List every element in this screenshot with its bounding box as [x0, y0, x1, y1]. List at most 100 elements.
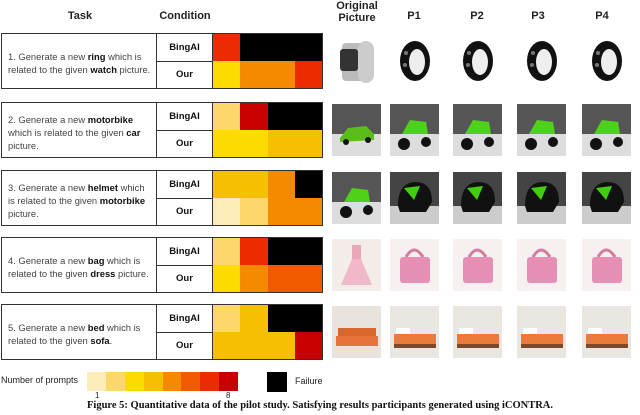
bar-segment-bing-p1 — [213, 103, 241, 130]
task-text: picture. — [8, 207, 39, 219]
generated-image-p2-bed — [453, 306, 502, 358]
condition-bing: BingAI — [157, 171, 212, 199]
header-p4: P4 — [595, 10, 609, 22]
original-image-motorbike — [332, 172, 381, 224]
condition-cell: BingAI Our — [157, 34, 213, 88]
condition-ours: Our — [176, 340, 193, 352]
task-keyword: sofa — [90, 335, 110, 346]
bar-segment-bing-p2 — [240, 305, 268, 332]
generated-image-p1-helmet — [390, 172, 439, 224]
bar-segment-ours-p4 — [294, 332, 322, 359]
generated-image-p3-ring — [517, 35, 566, 87]
task-text: which is related to the given — [8, 51, 142, 75]
generated-image-p3-motorbike — [517, 104, 566, 156]
generated-image-p3-bag — [517, 239, 566, 291]
header-p3: P3 — [531, 10, 545, 22]
task-text: 1. Generate a new — [8, 51, 88, 62]
bar-ours — [213, 265, 322, 292]
bar-bing — [213, 34, 322, 61]
task-text: which is related to the given — [8, 126, 127, 138]
prompt-bars — [213, 103, 322, 157]
bar-segment-bing-p4 — [294, 103, 322, 130]
condition-ours: Our — [176, 273, 193, 285]
task-text: which is related to the given — [8, 181, 145, 206]
condition-bing: BingAI — [157, 305, 212, 333]
bar-bing — [213, 305, 322, 332]
original-image-sofa — [332, 306, 381, 358]
condition-cell: BingAI Our — [157, 305, 213, 359]
bar-bing — [213, 171, 322, 198]
bar-segment-ours-p2 — [240, 61, 268, 88]
bar-segment-ours-p4 — [294, 198, 322, 225]
legend-min: 1 — [95, 391, 100, 400]
task-keyword: helmet — [87, 181, 118, 193]
bar-segment-ours-p2 — [240, 130, 268, 157]
bar-segment-ours-p4 — [294, 61, 322, 88]
bar-segment-bing-p3 — [267, 238, 295, 265]
generated-image-p2-bag — [453, 239, 502, 291]
bar-segment-ours-p2 — [240, 332, 268, 359]
prompt-bars — [213, 238, 322, 292]
task-text: picture. — [115, 268, 149, 279]
bar-segment-ours-p2 — [240, 198, 268, 225]
generated-image-p4-bed — [582, 306, 631, 358]
bar-segment-bing-p3 — [267, 34, 295, 61]
bar-segment-ours-p3 — [267, 265, 295, 292]
condition-cell: BingAI Our — [157, 171, 213, 225]
task-text: picture. — [116, 64, 151, 75]
condition-ours: Our — [176, 138, 193, 150]
task-description: 3. Generate a new helmet which is relate… — [2, 171, 157, 225]
task-text: picture. — [8, 139, 39, 151]
task-text: 5. Generate a new — [8, 322, 88, 333]
legend-color-scale — [87, 372, 238, 391]
task-keyword: motorbike — [99, 194, 146, 206]
bar-segment-ours-p3 — [267, 61, 295, 88]
condition-cell: BingAI Our — [157, 238, 213, 292]
bar-segment-bing-p1 — [213, 34, 241, 61]
bar-ours — [213, 61, 322, 88]
task-description: 5. Generate a new bed which is related t… — [2, 305, 157, 359]
condition-cell: BingAI Our — [157, 103, 213, 157]
header-original-picture: Original Picture — [336, 0, 378, 24]
bar-ours — [213, 332, 322, 359]
task-text: 3. Generate a new — [8, 181, 88, 193]
task-keyword: bag — [87, 255, 105, 266]
bar-segment-bing-p3 — [267, 171, 295, 198]
task-text: 4. Generate a new — [8, 255, 88, 266]
generated-image-p1-ring — [390, 35, 439, 87]
generated-image-p4-motorbike — [582, 104, 631, 156]
header-p1: P1 — [407, 10, 421, 22]
generated-image-p1-bed — [390, 306, 439, 358]
prompt-bars — [213, 305, 322, 359]
header-p2: P2 — [470, 10, 484, 22]
bar-segment-ours-p4 — [294, 265, 322, 292]
prompt-bars — [213, 171, 322, 225]
legend-swatch-8 — [219, 372, 238, 391]
task-keyword: car — [126, 126, 141, 138]
bar-segment-bing-p4 — [294, 34, 322, 61]
bar-segment-ours-p3 — [267, 198, 295, 225]
legend-swatch-5 — [162, 372, 182, 391]
prompt-bars — [213, 34, 322, 88]
task-row-5: 5. Generate a new bed which is related t… — [1, 304, 323, 360]
bar-segment-bing-p1 — [213, 238, 241, 265]
legend-failure-swatch — [267, 372, 287, 392]
bar-segment-bing-p1 — [213, 305, 241, 332]
generated-image-p1-motorbike — [390, 104, 439, 156]
generated-image-p2-helmet — [453, 172, 502, 224]
bar-segment-bing-p2 — [240, 34, 268, 61]
bar-segment-bing-p3 — [267, 305, 295, 332]
generated-image-p4-helmet — [582, 172, 631, 224]
original-image-watch — [332, 35, 381, 87]
original-image-dress — [332, 239, 381, 291]
bar-segment-bing-p1 — [213, 171, 241, 198]
task-keyword: dress — [90, 268, 116, 279]
generated-image-p4-ring — [582, 35, 631, 87]
bar-segment-ours-p2 — [240, 265, 268, 292]
legend-swatch-3 — [124, 372, 144, 391]
generated-image-p2-motorbike — [453, 104, 502, 156]
figure-caption: Figure 5: Quantitative data of the pilot… — [86, 400, 553, 411]
original-image-car — [332, 104, 381, 156]
bar-segment-ours-p1 — [213, 130, 241, 157]
generated-image-p2-ring — [453, 35, 502, 87]
